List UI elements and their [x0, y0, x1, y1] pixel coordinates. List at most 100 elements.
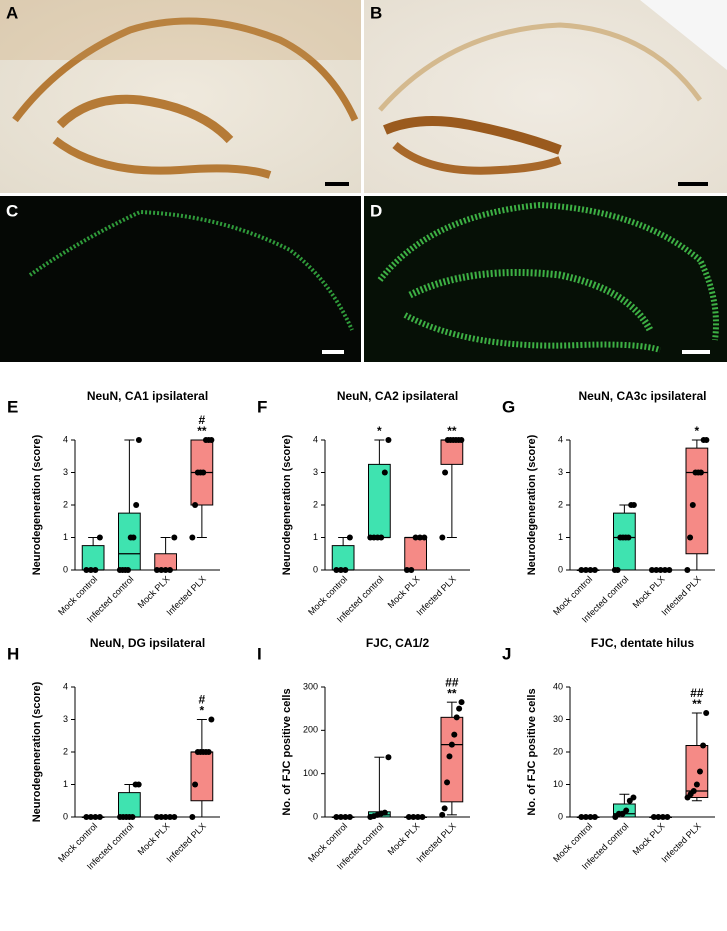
- data-point: [578, 567, 585, 573]
- y-tick-label: 2: [558, 499, 563, 509]
- data-point: [630, 502, 637, 508]
- data-point: [337, 567, 344, 573]
- significance: *: [377, 424, 382, 438]
- y-tick-label: 0: [558, 811, 563, 821]
- data-point: [446, 753, 453, 760]
- y-tick-label: 3: [313, 467, 318, 477]
- data-point: [439, 811, 446, 818]
- data-point: [205, 749, 212, 755]
- panel-label: A: [6, 3, 18, 22]
- box: [440, 439, 464, 465]
- data-point: [130, 534, 137, 541]
- data-point: [700, 742, 707, 749]
- data-point: [346, 534, 353, 541]
- data-point: [125, 567, 132, 573]
- data-point: [153, 567, 160, 573]
- data-point: [158, 567, 165, 573]
- panel-label: H: [7, 644, 19, 663]
- y-tick-label: 2: [63, 499, 68, 509]
- data-point: [582, 567, 589, 573]
- data-point: [381, 469, 388, 476]
- data-point: [378, 534, 385, 541]
- y-tick-label: 2: [63, 746, 68, 756]
- data-point: [453, 714, 460, 721]
- significance: #: [199, 693, 206, 707]
- y-tick-label: 4: [63, 681, 68, 691]
- box: [118, 512, 141, 571]
- y-tick-label: 0: [313, 564, 318, 574]
- data-point: [342, 567, 349, 573]
- data-point: [648, 567, 655, 573]
- y-tick-label: 1: [63, 779, 68, 789]
- data-point: [655, 814, 662, 820]
- data-point: [661, 567, 668, 573]
- y-tick-label: 1: [558, 532, 563, 542]
- data-point: [414, 814, 421, 820]
- data-point: [687, 534, 694, 541]
- data-point: [410, 814, 417, 820]
- data-point: [192, 781, 199, 788]
- x-tick-label: Mock PLX: [386, 574, 422, 610]
- panel-label: D: [370, 201, 382, 220]
- chart-title: NeuN, CA1 ipsilateral: [87, 389, 208, 403]
- data-point: [416, 534, 423, 541]
- y-tick-label: 4: [313, 434, 318, 444]
- data-point: [587, 567, 594, 573]
- data-point: [166, 567, 173, 573]
- significance: **: [447, 424, 457, 438]
- x-tick-label: Mock PLX: [631, 821, 667, 857]
- x-tick-label: Mock PLX: [136, 574, 172, 610]
- data-point: [87, 814, 94, 820]
- data-point: [162, 567, 169, 573]
- data-point: [421, 534, 428, 541]
- panel-label: I: [257, 644, 262, 663]
- box-chart: J FJC, dentate hilus No. of FJC positive c…: [502, 636, 715, 872]
- data-point: [614, 567, 621, 573]
- data-point: [659, 814, 666, 820]
- significance: **: [447, 686, 457, 700]
- data-point: [650, 814, 657, 820]
- y-tick-label: 40: [553, 681, 563, 691]
- data-point: [703, 437, 710, 443]
- y-axis-label: No. of FJC positive cells: [526, 688, 538, 815]
- y-tick-label: 3: [63, 714, 68, 724]
- chart-title: NeuN, CA2 ipsilateral: [337, 389, 458, 403]
- significance: **: [692, 697, 702, 711]
- micrograph-d: D: [364, 196, 727, 362]
- y-tick-label: 3: [558, 467, 563, 477]
- y-tick-label: 0: [63, 564, 68, 574]
- panel-label: C: [6, 201, 18, 220]
- data-point: [83, 814, 90, 820]
- data-point: [96, 534, 103, 541]
- y-axis-label: Neurodegeneration (score): [31, 681, 43, 822]
- data-point: [578, 814, 585, 820]
- data-point: [684, 567, 691, 573]
- data-point: [690, 788, 697, 794]
- micrograph-a: A: [0, 0, 361, 193]
- data-point: [129, 814, 136, 820]
- box-chart: E NeuN, CA1 ipsilateral Neurodegeneration …: [7, 389, 220, 625]
- box: [190, 751, 214, 802]
- data-point: [703, 710, 710, 716]
- data-point: [171, 534, 178, 541]
- y-tick-label: 4: [558, 434, 563, 444]
- significance: *: [200, 704, 205, 718]
- data-point: [591, 567, 598, 573]
- data-point: [192, 502, 199, 508]
- data-point: [412, 534, 419, 541]
- data-point: [666, 567, 673, 573]
- data-point: [451, 731, 458, 738]
- data-point: [664, 814, 671, 820]
- data-point: [697, 469, 704, 476]
- y-tick-label: 4: [63, 434, 68, 444]
- box: [440, 716, 464, 803]
- box-chart: I FJC, CA1/2 No. of FJC positive cells 0 100…: [257, 636, 470, 872]
- y-tick-label: 100: [303, 768, 318, 778]
- significance: ##: [445, 675, 459, 689]
- y-tick-label: 3: [63, 467, 68, 477]
- data-point: [333, 567, 340, 573]
- data-point: [153, 814, 160, 820]
- data-point: [458, 699, 465, 706]
- data-point: [189, 534, 196, 541]
